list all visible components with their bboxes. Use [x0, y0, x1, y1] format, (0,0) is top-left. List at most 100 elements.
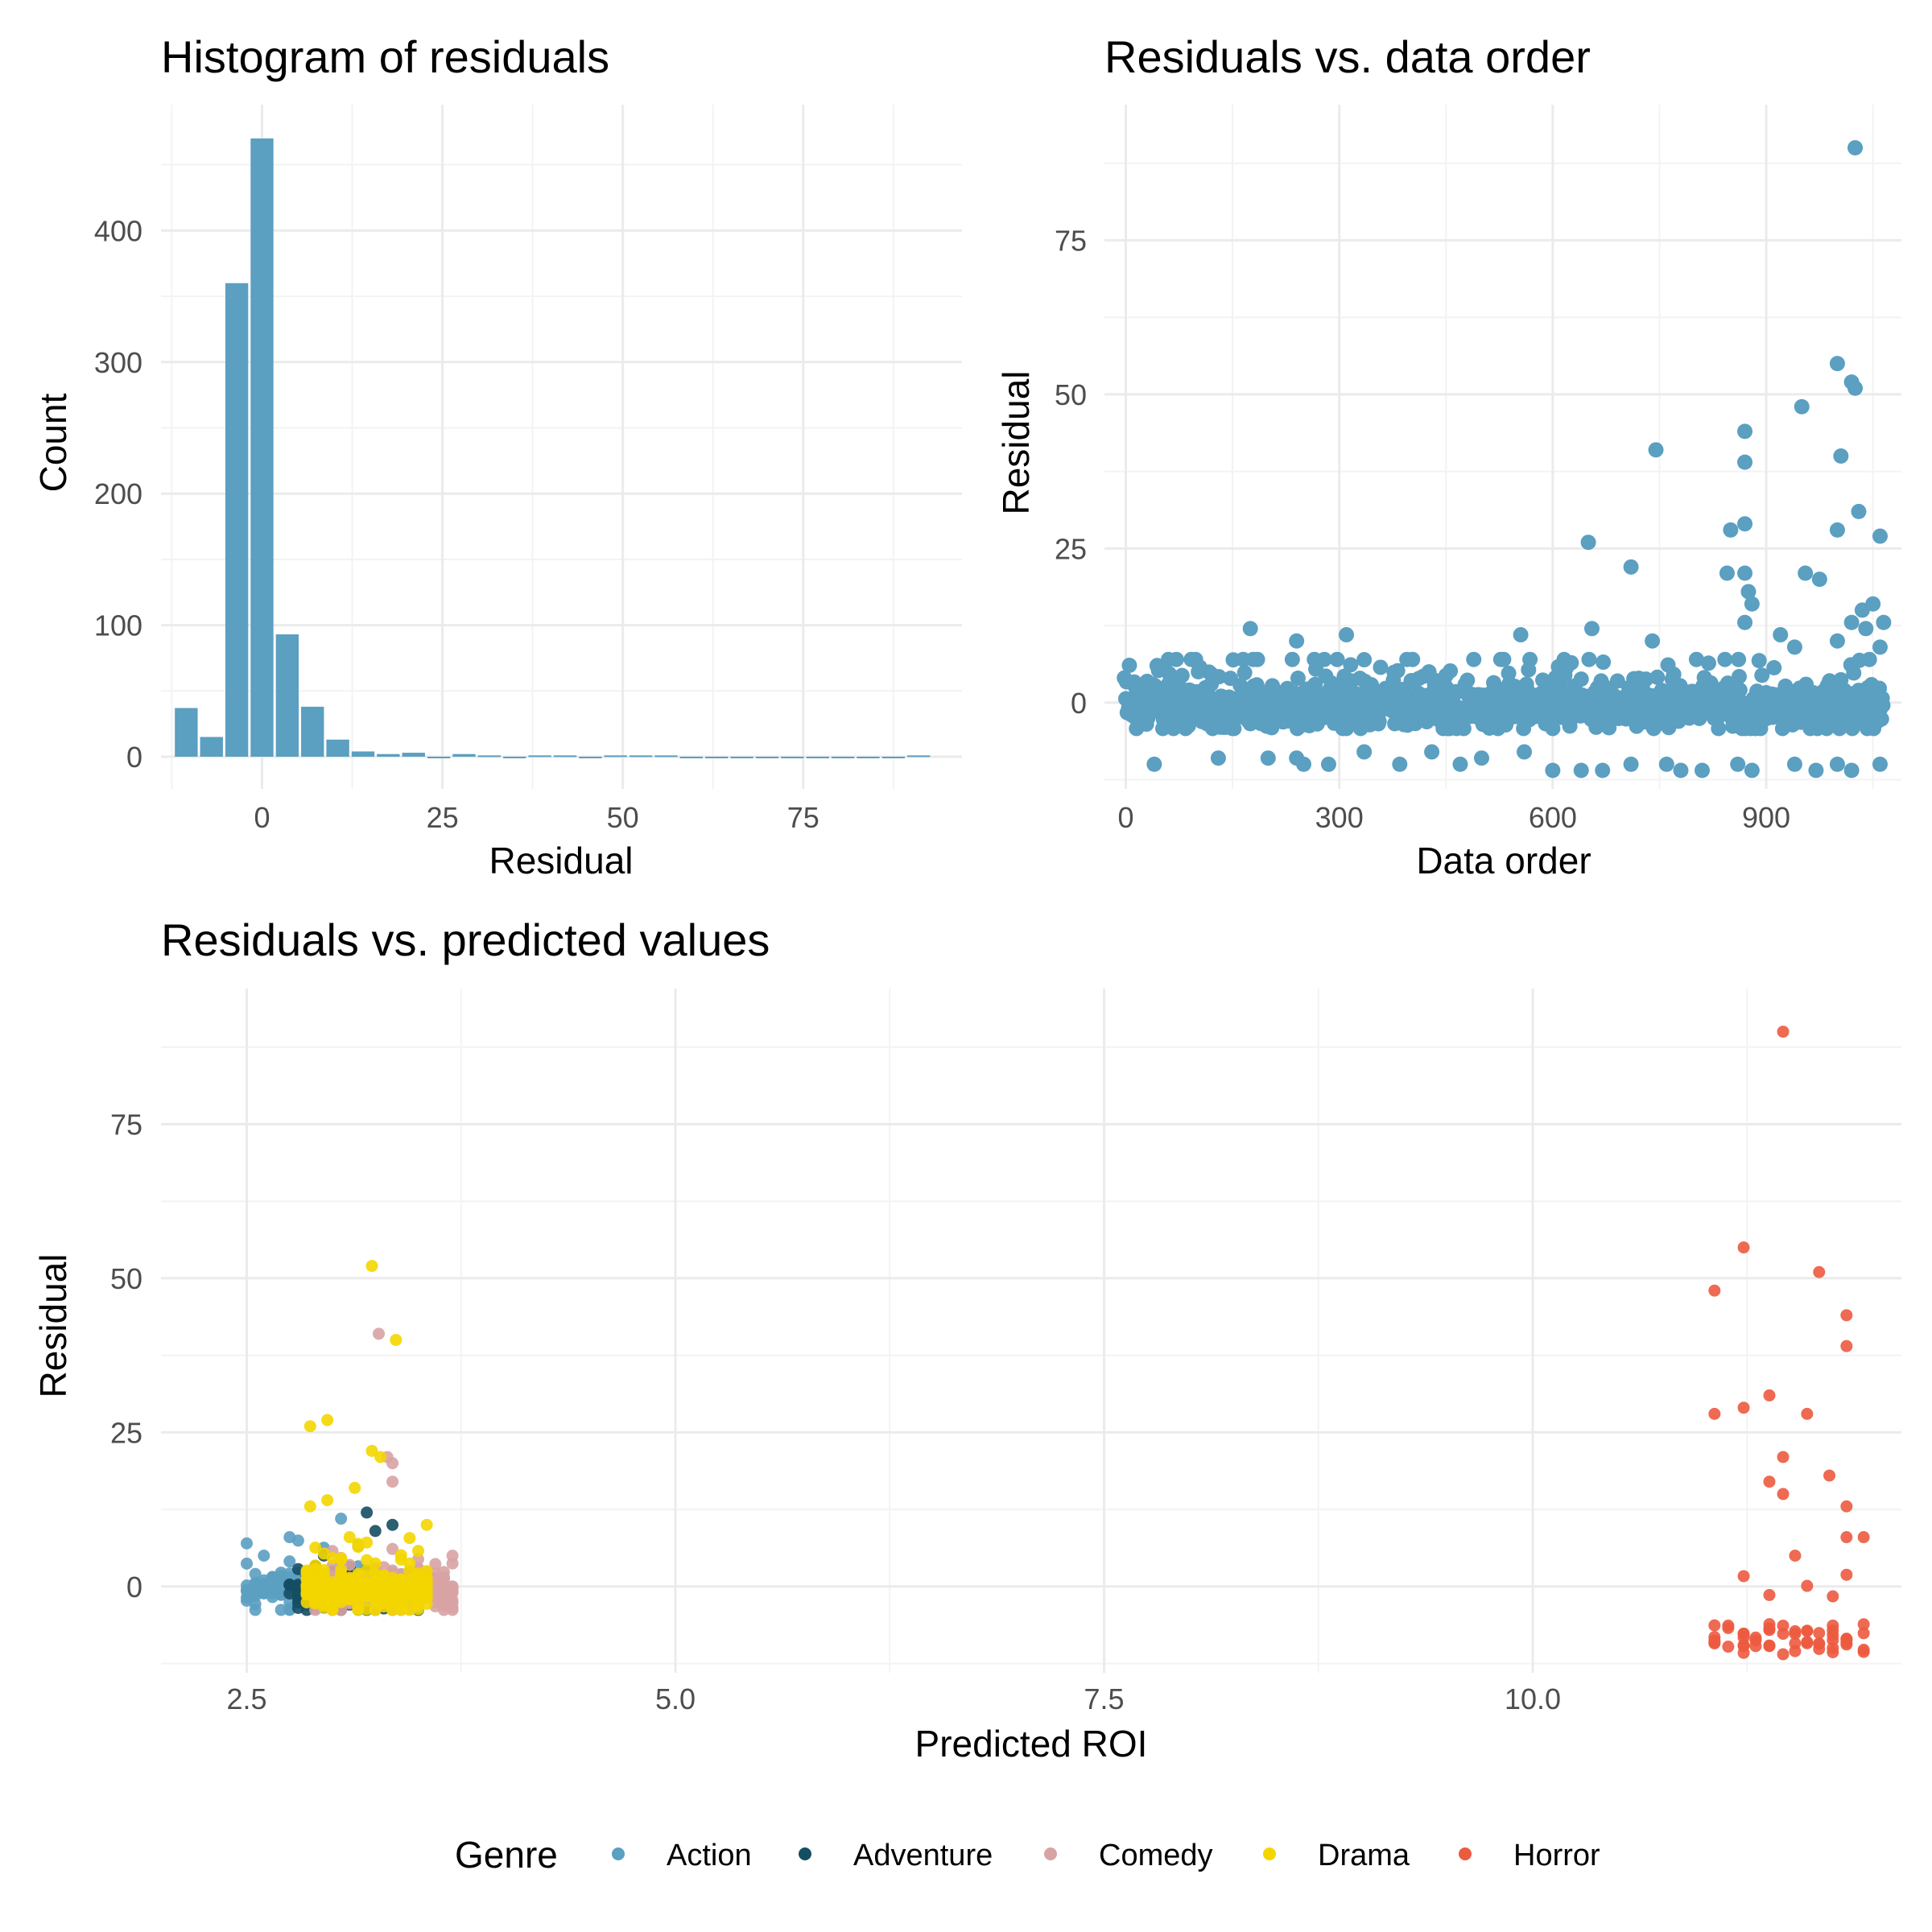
predicted-point-horror — [1840, 1568, 1853, 1581]
y-tick-label: 0 — [126, 741, 142, 774]
order-point — [1466, 651, 1482, 667]
y-tick-label: 300 — [94, 346, 142, 379]
order-point — [1260, 750, 1276, 766]
predicted-x-label: Predicted ROI — [915, 1723, 1148, 1765]
order-point — [1517, 744, 1533, 760]
predicted-point-horror — [1737, 1241, 1750, 1254]
order-ticks: 0 300 600 900 0 25 50 75 — [1055, 224, 1790, 834]
predicted-point-horror — [1722, 1641, 1735, 1653]
predicted-point-drama — [326, 1551, 339, 1564]
order-point — [1688, 651, 1704, 667]
order-point — [1139, 676, 1155, 692]
order-point — [1121, 658, 1137, 674]
predicted-point-comedy — [386, 1476, 399, 1488]
predicted-point-drama — [352, 1541, 365, 1554]
predicted-point-horror — [1763, 1640, 1776, 1653]
order-point — [1794, 398, 1810, 415]
predicted-point-adventure — [291, 1601, 304, 1614]
order-point — [1833, 448, 1849, 464]
order-point — [1595, 762, 1611, 778]
order-point — [1443, 663, 1459, 679]
predicted-point-drama — [420, 1518, 433, 1531]
histogram-bar — [755, 757, 779, 758]
x-tick-label: 600 — [1529, 801, 1577, 834]
histogram-bar — [402, 753, 425, 757]
order-point — [1766, 660, 1782, 676]
y-tick-label: 0 — [1071, 687, 1087, 720]
predicted-point-horror — [1857, 1643, 1870, 1656]
predicted-point-drama — [390, 1333, 402, 1346]
predicted-point-drama — [403, 1532, 416, 1545]
predicted-point-horror — [1749, 1640, 1762, 1653]
histogram-bar — [806, 757, 829, 758]
order-point — [1249, 651, 1265, 667]
order-point — [1786, 756, 1802, 772]
predicted-point-horror — [1857, 1531, 1870, 1544]
histogram-bar — [301, 706, 324, 757]
histogram-y-label: Count — [32, 393, 74, 492]
y-tick-label: 0 — [126, 1571, 142, 1604]
legend-key-comedy — [1044, 1847, 1057, 1860]
order-y-label: Residual — [995, 371, 1037, 515]
order-point — [1459, 672, 1476, 688]
order-point — [1737, 516, 1753, 532]
histogram-bar — [679, 757, 704, 758]
predicted-point-drama — [369, 1567, 382, 1580]
predicted-point-horror — [1801, 1407, 1814, 1420]
order-point — [1843, 762, 1860, 778]
order-point — [1711, 720, 1727, 737]
order-point — [1117, 670, 1133, 686]
histogram-bar — [427, 757, 451, 758]
predicted-point-drama — [420, 1597, 433, 1610]
predicted-point-horror — [1763, 1389, 1776, 1402]
predicted-point-action — [241, 1594, 254, 1607]
predicted-point-comedy — [373, 1327, 386, 1340]
order-point — [1751, 653, 1767, 669]
legend-key-horror — [1459, 1847, 1472, 1860]
predicted-point-drama — [352, 1567, 365, 1580]
histogram-bar — [175, 708, 198, 757]
predicted-point-drama — [352, 1587, 365, 1600]
legend-key-adventure — [799, 1847, 811, 1860]
order-point — [1289, 633, 1305, 649]
predicted-point-drama — [303, 1420, 316, 1433]
histogram-bar — [781, 757, 804, 758]
predicted-point-horror — [1827, 1590, 1839, 1603]
order-point — [1583, 621, 1600, 637]
predicted-point-horror — [1737, 1631, 1750, 1644]
histogram-bar — [351, 751, 375, 757]
histogram-bar — [225, 283, 249, 757]
order-point — [1872, 528, 1888, 544]
histogram-bar — [503, 757, 526, 758]
predicted-point-action — [283, 1531, 296, 1544]
order-point — [1356, 744, 1373, 760]
order-point — [1829, 633, 1845, 649]
order-point — [1846, 665, 1862, 681]
histogram-bar — [705, 757, 729, 758]
order-point — [1424, 744, 1440, 760]
order-point — [1695, 762, 1710, 778]
order-point — [1861, 651, 1877, 667]
histogram-bar — [730, 757, 753, 758]
order-point — [1168, 651, 1184, 667]
histogram-bar — [553, 755, 577, 758]
predicted-point-drama — [394, 1604, 407, 1616]
predicted-point-drama — [394, 1588, 407, 1601]
histogram-title: Histogram of residuals — [161, 31, 609, 82]
order-point — [1666, 667, 1682, 683]
legend-title: Genre — [455, 1834, 558, 1876]
histogram-bar — [881, 757, 906, 758]
genre-legend: Genre Action Adventure Comedy Drama Horror — [455, 1834, 1600, 1876]
x-tick-label: 2.5 — [226, 1682, 266, 1715]
order-point — [1596, 654, 1612, 671]
order-point — [1658, 756, 1674, 772]
order-point — [1740, 584, 1757, 600]
order-point — [1452, 756, 1468, 772]
predicted-point-horror — [1708, 1636, 1721, 1649]
predicted-point-comedy — [437, 1598, 450, 1611]
order-point — [1343, 657, 1359, 673]
order-point — [1673, 762, 1689, 778]
predicted-title: Residuals vs. predicted values — [161, 914, 770, 965]
y-tick-label: 75 — [110, 1108, 142, 1141]
